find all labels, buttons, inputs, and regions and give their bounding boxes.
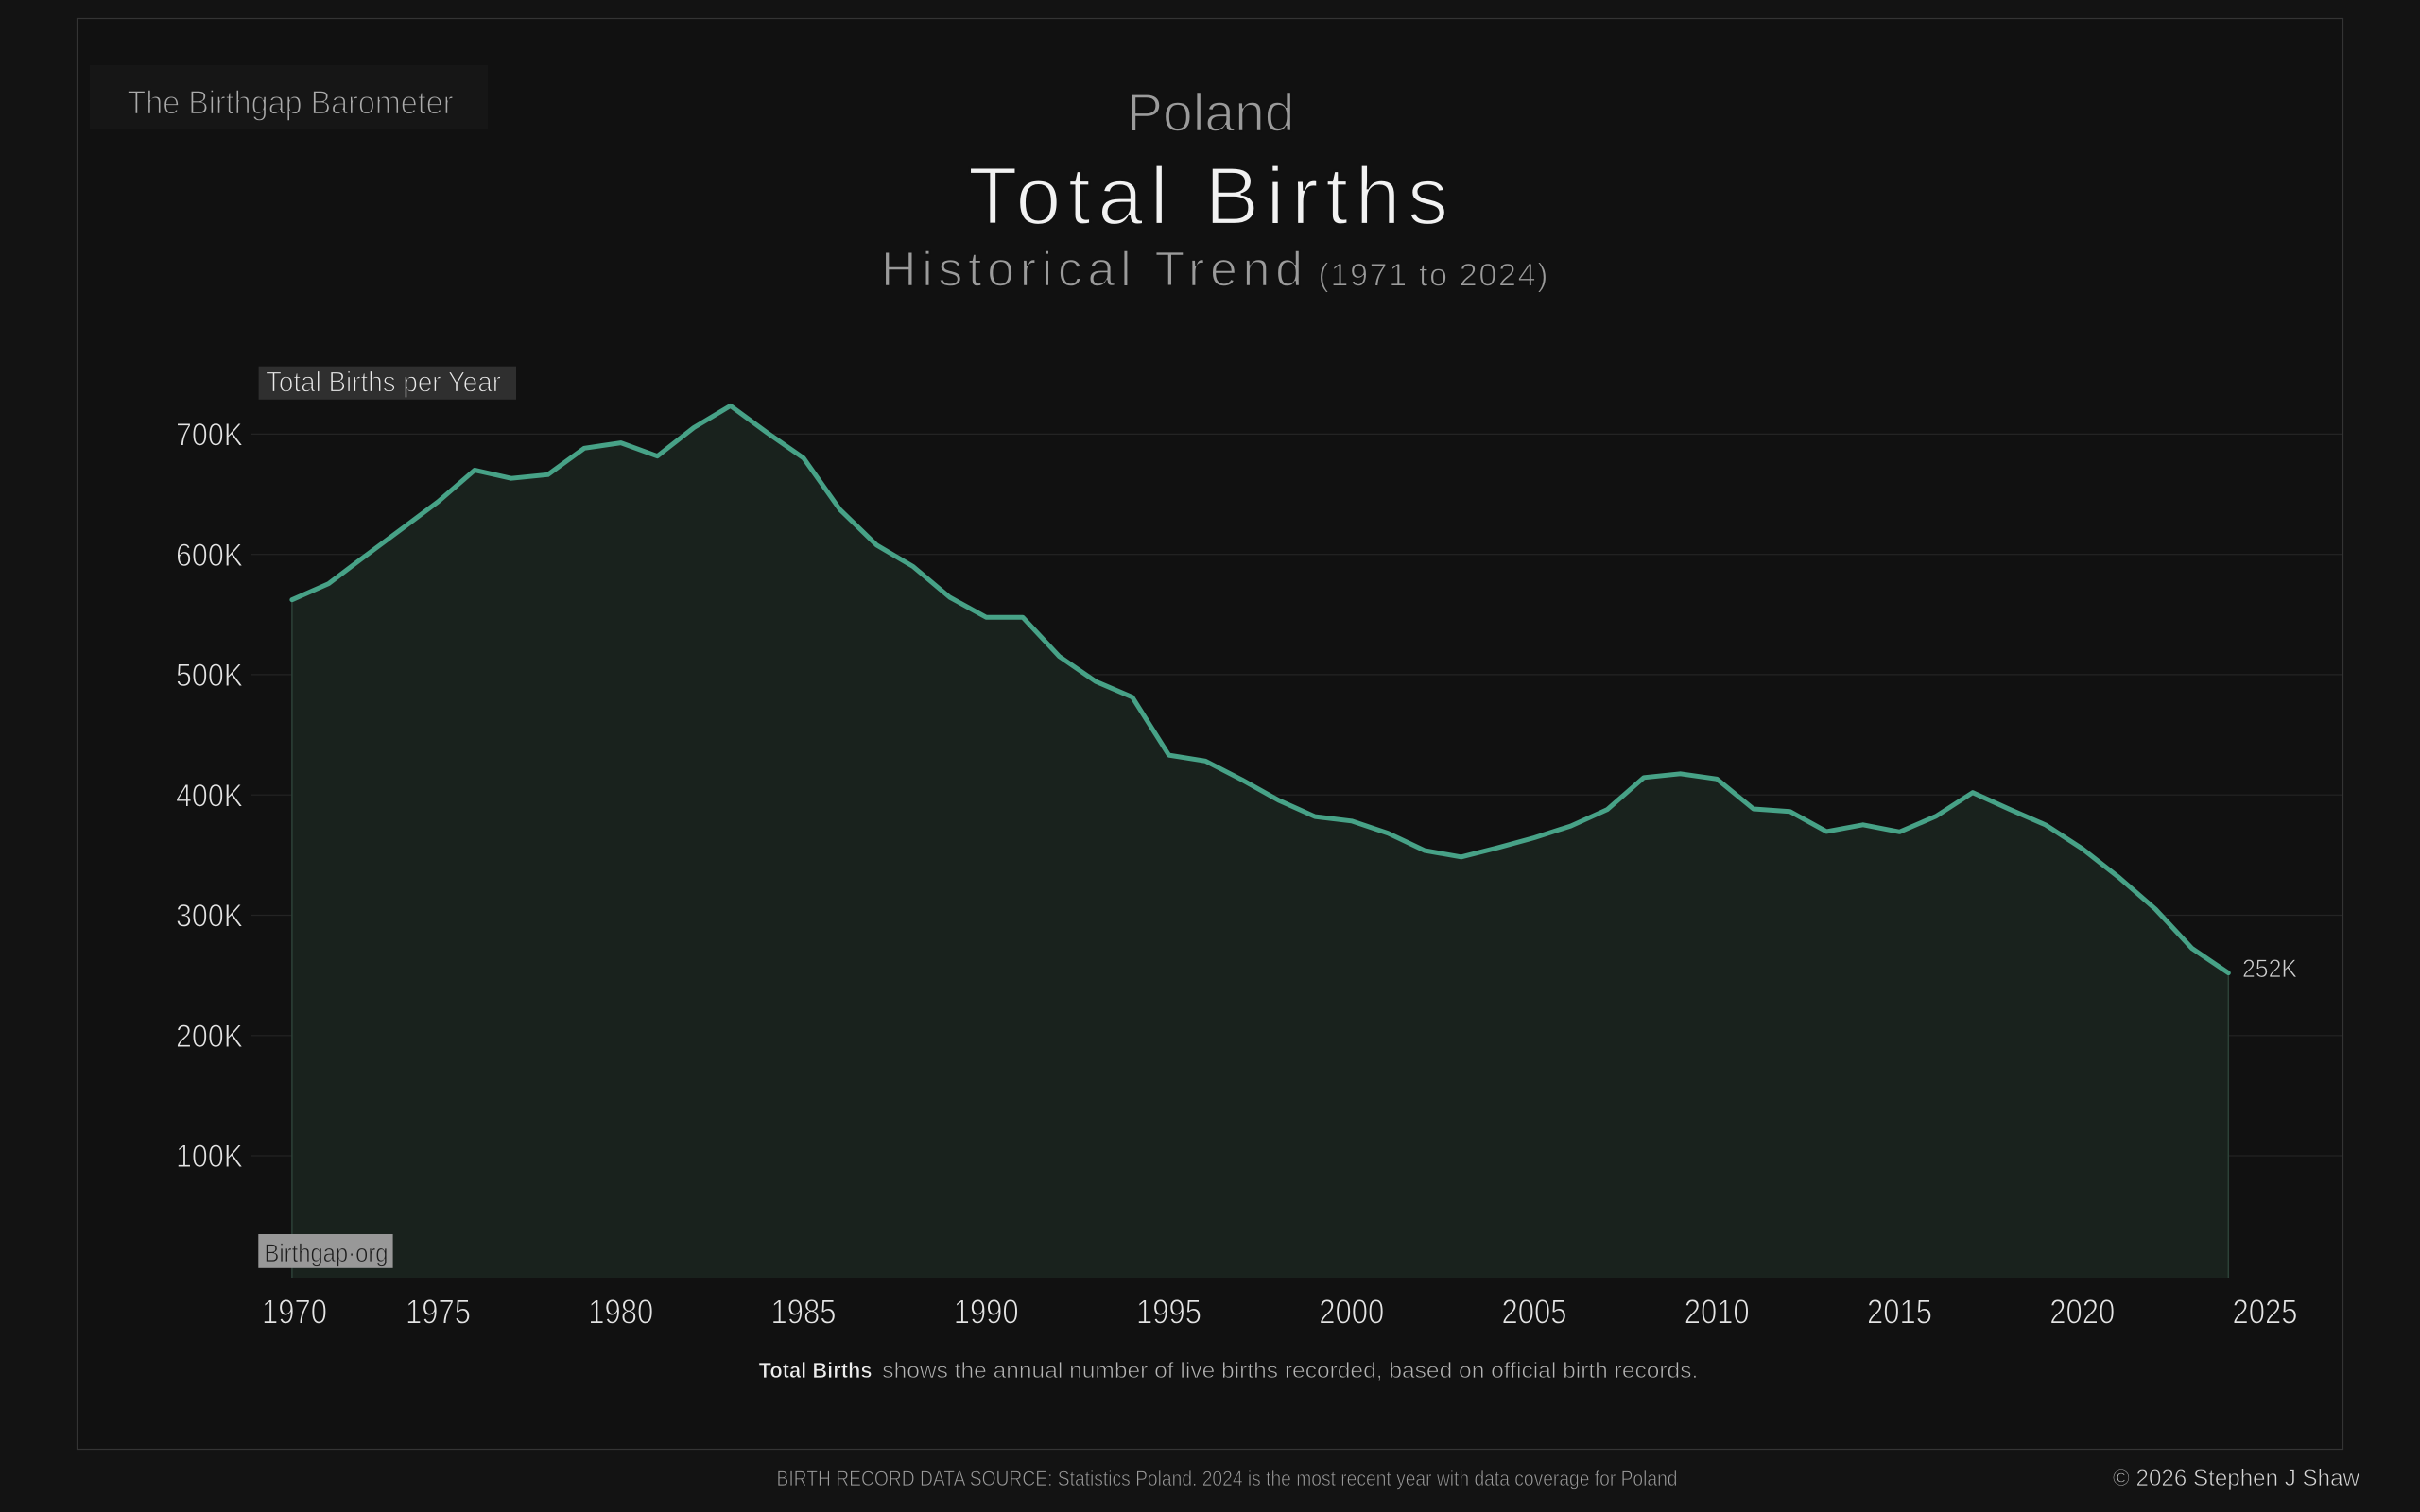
svg-text:1995: 1995 bbox=[1136, 1293, 1201, 1332]
svg-text:© 2026 Stephen J Shaw: © 2026 Stephen J Shaw bbox=[2113, 1466, 2360, 1491]
svg-text:2010: 2010 bbox=[1685, 1293, 1750, 1332]
svg-text:100K: 100K bbox=[176, 1139, 243, 1175]
svg-text:300K: 300K bbox=[176, 899, 243, 935]
svg-text:2000: 2000 bbox=[1319, 1293, 1384, 1332]
svg-text:252K: 252K bbox=[2242, 954, 2297, 983]
svg-text:Total Births per Year: Total Births per Year bbox=[266, 366, 501, 399]
svg-text:600K: 600K bbox=[176, 538, 243, 574]
svg-text:500K: 500K bbox=[176, 658, 243, 694]
svg-text:1975: 1975 bbox=[406, 1293, 471, 1332]
svg-text:2005: 2005 bbox=[1502, 1293, 1567, 1332]
svg-text:shows the annual number of liv: shows the annual number of live births r… bbox=[882, 1358, 1698, 1383]
svg-text:2020: 2020 bbox=[2049, 1293, 2115, 1332]
svg-text:Poland: Poland bbox=[1127, 82, 1295, 143]
svg-text:400K: 400K bbox=[176, 778, 243, 814]
svg-text:(1971 to 2024): (1971 to 2024) bbox=[1319, 258, 1548, 294]
svg-text:BIRTH RECORD DATA SOURCE: Stat: BIRTH RECORD DATA SOURCE: Statistics Pol… bbox=[777, 1467, 1678, 1490]
svg-text:200K: 200K bbox=[176, 1019, 243, 1055]
svg-text:2025: 2025 bbox=[2233, 1293, 2298, 1332]
svg-text:2015: 2015 bbox=[1867, 1293, 1932, 1332]
svg-text:1985: 1985 bbox=[771, 1293, 837, 1332]
svg-text:700K: 700K bbox=[176, 418, 243, 454]
svg-text:1970: 1970 bbox=[262, 1293, 327, 1332]
svg-text:The Birthgap Barometer: The Birthgap Barometer bbox=[128, 84, 454, 121]
svg-text:1980: 1980 bbox=[588, 1293, 653, 1332]
svg-text:Total Births: Total Births bbox=[759, 1358, 873, 1383]
svg-text:1990: 1990 bbox=[954, 1293, 1019, 1332]
svg-text:Total Births: Total Births bbox=[968, 151, 1448, 242]
svg-text:Birthgap·org: Birthgap·org bbox=[265, 1239, 389, 1267]
svg-text:Historical Trend: Historical Trend bbox=[881, 243, 1303, 298]
